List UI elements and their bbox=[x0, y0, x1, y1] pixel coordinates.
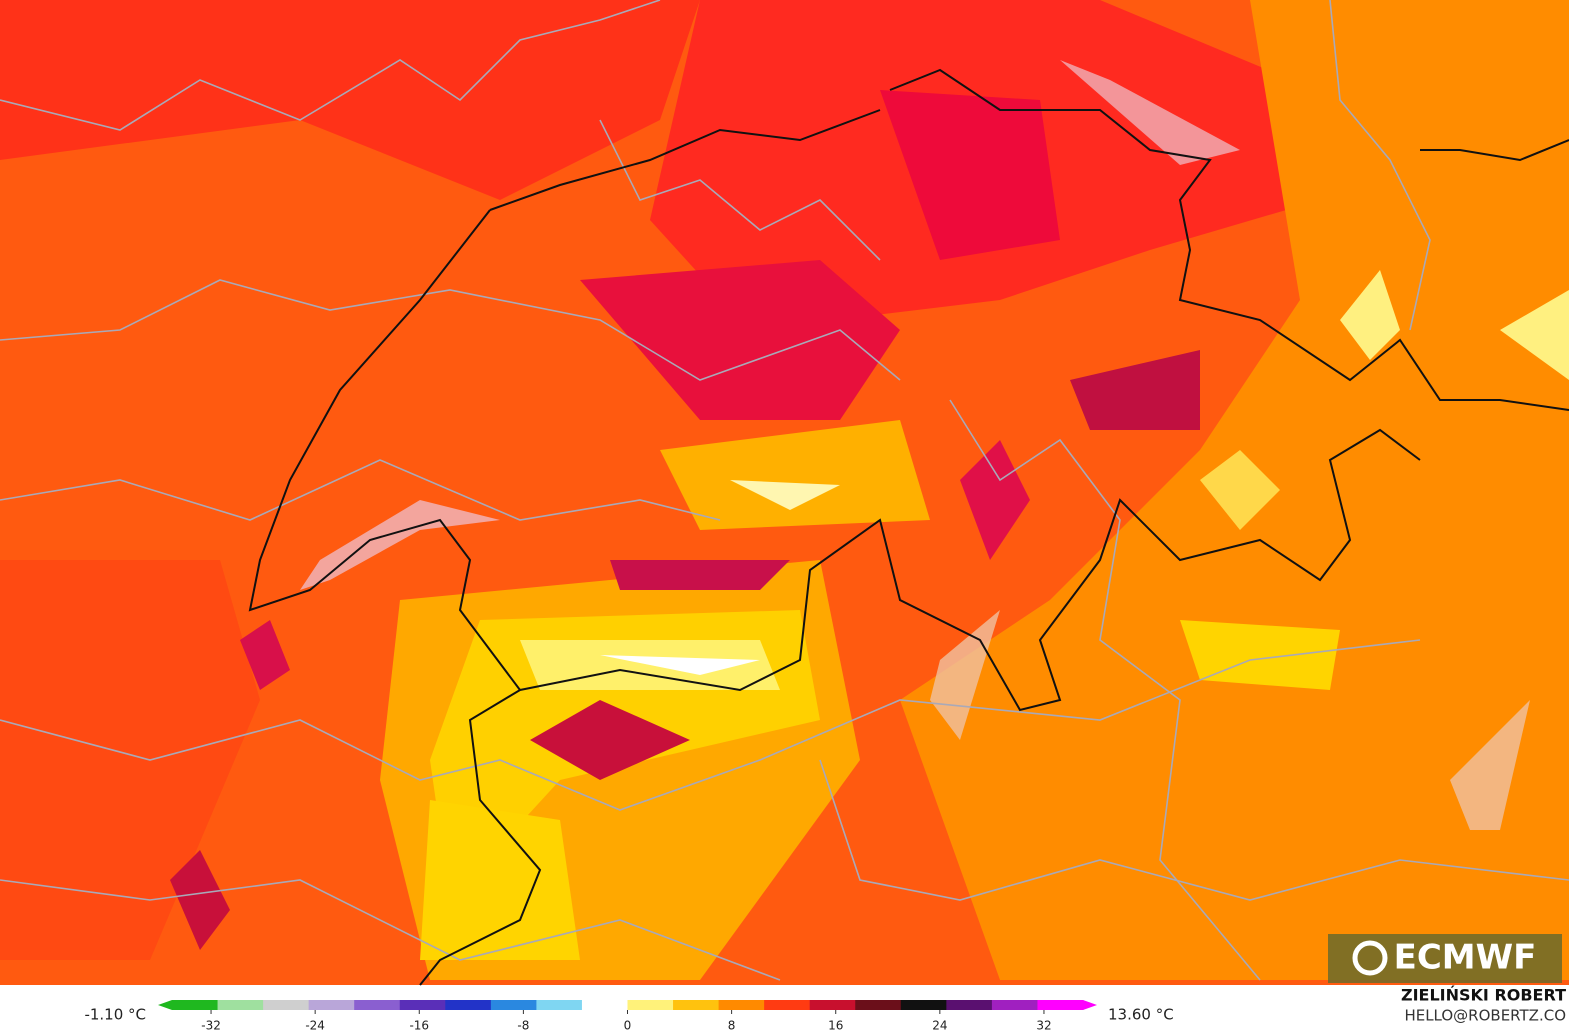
colorbar-segment bbox=[172, 1000, 219, 1010]
colorbar-tick-label: 0 bbox=[624, 1019, 632, 1033]
colorbar-tick-label: 24 bbox=[932, 1019, 947, 1033]
colorbar-segment bbox=[445, 1000, 492, 1010]
colorbar-max-label: 13.60 °C bbox=[1108, 1006, 1174, 1024]
colorbar-segment bbox=[718, 1000, 765, 1010]
colorbar-segment bbox=[991, 1000, 1038, 1010]
colorbar-segment bbox=[764, 1000, 811, 1010]
borders bbox=[0, 0, 1569, 986]
logo-box: ECMWF bbox=[1328, 934, 1562, 983]
logo-text: ECMWF bbox=[1394, 938, 1537, 978]
colorbar-min-label: -1.10 °C bbox=[84, 1006, 146, 1024]
colorbar-segment bbox=[1037, 1000, 1084, 1010]
colorbar-tick-label: 16 bbox=[828, 1019, 843, 1033]
colorbar-segment bbox=[536, 1000, 583, 1010]
colorbar-segment bbox=[946, 1000, 993, 1010]
colorbar-segment bbox=[354, 1000, 401, 1010]
colorbar-segment bbox=[490, 1000, 537, 1010]
colorbar-segment bbox=[855, 1000, 902, 1010]
credit-name: ZIELIŃSKI ROBERT bbox=[1401, 986, 1566, 1005]
colorbar-segment bbox=[263, 1000, 310, 1010]
colorbar-tick-label: 32 bbox=[1036, 1019, 1051, 1033]
colorbar-segment bbox=[627, 1000, 674, 1010]
colorbar-segment bbox=[809, 1000, 856, 1010]
colorbar-tick-label: -24 bbox=[305, 1019, 325, 1033]
colorbar-tick-label: -8 bbox=[517, 1019, 529, 1033]
colorbar-end bbox=[158, 1000, 172, 1010]
colorbar-tick-label: -16 bbox=[409, 1019, 429, 1033]
colorbar-segment bbox=[673, 1000, 720, 1010]
colorbar-end bbox=[1083, 1000, 1097, 1010]
colorbar-tick-label: -32 bbox=[201, 1019, 221, 1033]
colorbar-segment bbox=[900, 1000, 947, 1010]
colorbar-segment bbox=[399, 1000, 446, 1010]
colorbar-segment bbox=[308, 1000, 355, 1010]
map-field bbox=[0, 0, 1569, 985]
colorbar-segment bbox=[581, 1000, 628, 1010]
colorbar-segment bbox=[217, 1000, 264, 1010]
colorbar-tick-label: 8 bbox=[728, 1019, 736, 1033]
credit-email: HELLO@ROBERTZ.CO bbox=[1404, 1007, 1566, 1025]
colorbar: -32 -24 -16 -8 0 8 16 24 32 bbox=[158, 1000, 1097, 1033]
